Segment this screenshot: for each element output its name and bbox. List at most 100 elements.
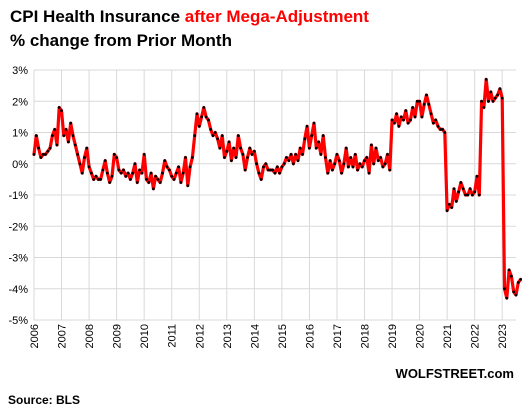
- data-point: [172, 178, 176, 181]
- data-point: [491, 99, 495, 103]
- data-point: [471, 193, 474, 197]
- data-point: [457, 190, 460, 194]
- data-point: [213, 131, 217, 134]
- x-tick-label: 2016: [304, 324, 316, 348]
- data-point: [73, 143, 77, 147]
- data-point: [232, 146, 236, 150]
- data-point: [434, 118, 438, 122]
- data-point: [96, 178, 100, 181]
- data-point: [505, 296, 509, 300]
- data-point: [358, 162, 362, 166]
- data-point: [193, 134, 197, 138]
- data-point: [372, 162, 376, 166]
- data-point: [57, 106, 61, 109]
- data-point: [360, 165, 364, 169]
- data-point: [461, 187, 465, 191]
- gridlines: [33, 69, 516, 321]
- data-point: [514, 293, 518, 297]
- data-point: [402, 118, 405, 122]
- data-point: [119, 171, 123, 175]
- data-point: [67, 140, 70, 144]
- data-point: [484, 78, 488, 81]
- data-point: [519, 278, 522, 281]
- data-point: [429, 112, 433, 116]
- data-point: [310, 134, 314, 138]
- data-point: [94, 174, 98, 178]
- data-point: [106, 171, 109, 175]
- data-point: [220, 134, 224, 138]
- x-tick-label: 2013: [222, 324, 234, 348]
- data-point: [200, 115, 204, 119]
- data-point: [142, 153, 146, 156]
- data-point: [53, 127, 57, 131]
- data-point: [510, 274, 513, 278]
- data-point: [101, 168, 105, 172]
- data-point: [195, 112, 199, 116]
- data-point: [390, 118, 394, 122]
- data-point: [234, 156, 238, 159]
- data-point: [174, 171, 178, 175]
- x-tick-label: 2011: [167, 324, 179, 348]
- data-point: [188, 165, 192, 169]
- data-point: [246, 156, 249, 159]
- data-point: [62, 134, 66, 138]
- y-tick-label: -2%: [8, 221, 28, 233]
- data-point: [512, 290, 516, 294]
- data-point: [285, 156, 288, 159]
- data-point: [257, 171, 261, 175]
- data-point: [80, 171, 84, 175]
- data-point: [498, 87, 502, 91]
- data-point: [204, 115, 208, 119]
- data-point: [252, 149, 256, 153]
- data-point: [259, 178, 263, 181]
- data-point: [216, 137, 220, 141]
- data-point: [324, 156, 327, 159]
- data-point: [181, 171, 185, 175]
- data-point: [170, 174, 174, 178]
- data-point: [399, 115, 403, 119]
- data-point: [83, 156, 86, 159]
- data-point: [64, 127, 68, 131]
- data-point: [140, 171, 144, 175]
- y-tick-label: 0%: [12, 159, 28, 171]
- data-point: [383, 162, 387, 166]
- data-point: [230, 159, 233, 163]
- data-point: [427, 103, 431, 106]
- data-point: [347, 165, 350, 169]
- data-point: [438, 127, 442, 131]
- y-tick-label: -1%: [8, 190, 28, 202]
- x-tick-label: 2009: [112, 324, 124, 348]
- data-point: [367, 171, 371, 175]
- x-tick-label: 2019: [387, 324, 399, 348]
- data-point: [34, 134, 38, 138]
- data-point: [278, 171, 281, 175]
- y-tick-label: -3%: [8, 253, 28, 265]
- data-point: [202, 106, 206, 109]
- data-point: [85, 146, 89, 150]
- x-tick-label: 2018: [360, 324, 372, 348]
- data-point: [335, 153, 339, 156]
- data-point: [349, 156, 353, 159]
- data-point: [289, 153, 293, 156]
- data-point: [397, 124, 401, 128]
- data-point: [500, 96, 504, 100]
- data-point: [99, 178, 102, 181]
- data-point: [308, 146, 311, 150]
- data-point: [454, 199, 458, 203]
- data-point: [78, 162, 82, 166]
- data-point: [131, 171, 135, 175]
- data-point: [374, 146, 378, 150]
- y-tick-label: -4%: [8, 284, 28, 296]
- data-point: [282, 162, 286, 166]
- data-point: [124, 174, 128, 178]
- data-point: [273, 171, 277, 175]
- data-point: [319, 153, 323, 156]
- data-point: [298, 146, 302, 150]
- chart-title-main: CPI Health Insurance: [10, 7, 185, 26]
- data-point: [266, 168, 270, 172]
- data-point: [443, 131, 447, 134]
- data-point: [305, 124, 309, 128]
- data-point: [466, 193, 470, 197]
- data-point: [301, 153, 304, 156]
- x-tick-label: 2014: [249, 324, 261, 348]
